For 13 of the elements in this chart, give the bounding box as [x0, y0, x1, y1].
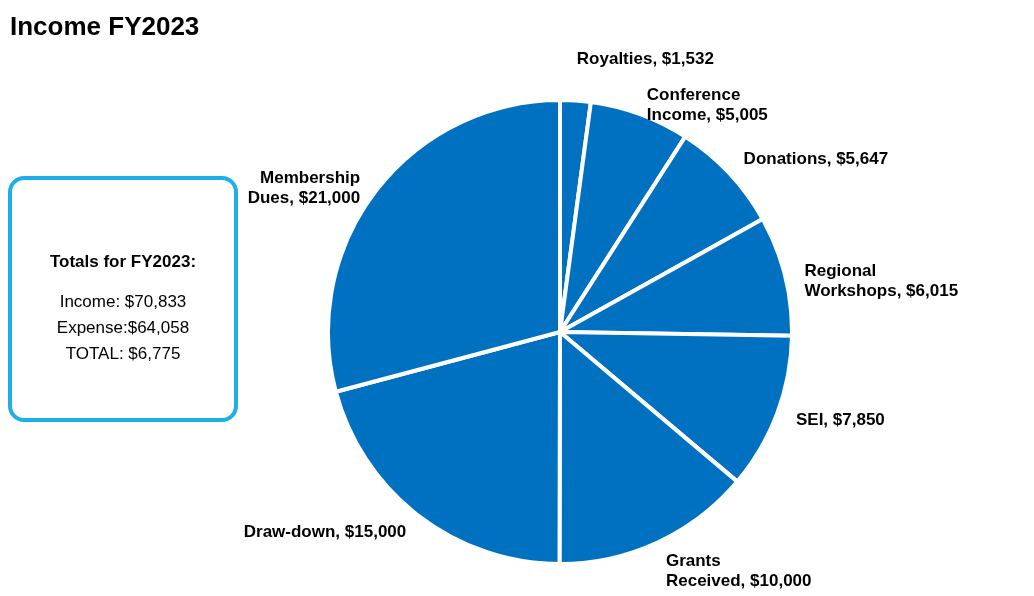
text: TOTAL: $6,775: [65, 344, 181, 363]
slice-label: Draw-down, $15,000: [243, 521, 407, 541]
slice-label: SEI, $7,850: [795, 410, 885, 430]
text: Expense:$64,058: [56, 318, 190, 337]
text: Income: $70,833: [59, 292, 187, 311]
slice-label: Royalties, $1,532: [576, 48, 714, 68]
slice-label: Conference Income, $5,005: [646, 85, 768, 125]
slice-label: Grants Received, $10,000: [665, 550, 812, 590]
chart-title: Income FY2023: [10, 11, 200, 41]
slice-label: Membership Dues, $21,000: [247, 168, 361, 208]
slice-label: Donations, $5,647: [743, 149, 889, 169]
text: Totals for FY2023:: [49, 252, 197, 271]
slice-label: Regional Workshops, $6,015: [804, 260, 959, 300]
